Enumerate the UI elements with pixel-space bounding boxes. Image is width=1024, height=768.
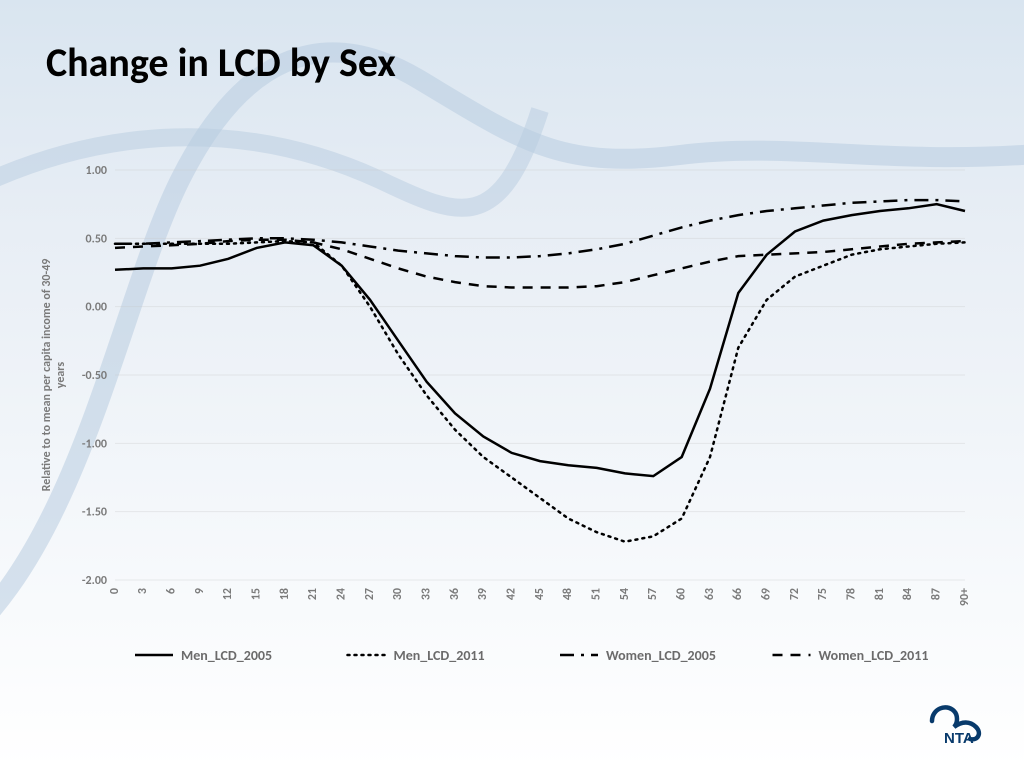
svg-text:NTA: NTA: [944, 730, 974, 745]
x-tick-label: 27: [363, 588, 377, 600]
x-tick-label: 63: [703, 588, 717, 600]
x-tick-label: 42: [505, 588, 519, 600]
y-axis-label: Relative to to mean per capita income of…: [40, 259, 68, 492]
x-tick-label: 3: [136, 588, 150, 594]
y-tick-label: 0.50: [86, 232, 107, 246]
x-tick-label: 72: [788, 588, 802, 600]
x-tick-label: 30: [391, 588, 405, 600]
slide-title: Change in LCD by Sex: [46, 38, 396, 87]
series-line-men_2005: [115, 204, 965, 476]
legend-label-women_2011: Women_LCD_2011: [819, 647, 929, 664]
line-chart: 1.000.500.00-0.50-1.00-1.50-2.0003691215…: [40, 160, 980, 680]
legend-label-women_2005: Women_LCD_2005: [606, 647, 716, 664]
x-tick-label: 69: [760, 588, 774, 600]
legend-label-men_2005: Men_LCD_2005: [181, 647, 272, 664]
y-tick-label: -0.50: [82, 369, 107, 383]
x-tick-label: 39: [476, 588, 490, 600]
y-tick-label: -1.50: [82, 506, 107, 520]
x-tick-label: 0: [108, 588, 122, 594]
x-tick-label: 81: [873, 588, 887, 600]
x-tick-label: 24: [335, 588, 349, 600]
y-tick-label: 1.00: [86, 164, 107, 178]
slide: Change in LCD by Sex 1.00 0.50 0.00 -0.50 -1…: [0, 0, 1024, 768]
y-tick-label: -2.00: [82, 574, 107, 588]
x-tick-label: 78: [845, 588, 859, 600]
x-tick-label: 84: [901, 588, 915, 600]
legend-label-men_2011: Men_LCD_2011: [394, 647, 485, 664]
x-tick-label: 66: [731, 588, 745, 600]
x-tick-label: 9: [193, 588, 207, 594]
x-tick-label: 15: [250, 588, 264, 600]
x-tick-label: 36: [448, 588, 462, 600]
series-line-women_2005: [115, 200, 965, 257]
x-tick-label: 48: [561, 588, 575, 600]
x-tick-label: 51: [590, 588, 604, 600]
x-tick-label: 60: [675, 588, 689, 600]
x-tick-label: 12: [221, 588, 235, 600]
x-tick-label: 18: [278, 588, 292, 600]
x-tick-label: 21: [306, 588, 320, 600]
nta-logo: NTA: [926, 695, 996, 750]
x-tick-label: 54: [618, 588, 632, 600]
x-tick-label: 33: [420, 588, 434, 600]
x-tick-label: 90+: [958, 588, 972, 606]
x-tick-label: 6: [165, 588, 179, 594]
series-line-women_2011: [115, 240, 965, 288]
y-tick-label: -1.00: [82, 437, 107, 451]
x-tick-label: 75: [816, 588, 830, 600]
x-tick-label: 45: [533, 588, 547, 600]
y-tick-label: 0.00: [86, 301, 107, 315]
x-tick-label: 57: [646, 588, 660, 600]
x-tick-label: 87: [930, 588, 944, 600]
series-line-men_2011: [115, 241, 965, 542]
